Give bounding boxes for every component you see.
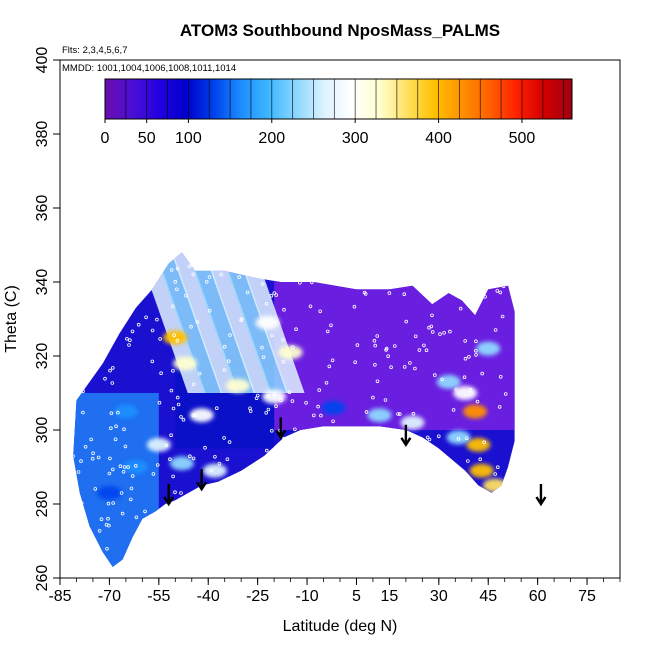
x-axis-label: Latitude (deg N) [283, 618, 398, 635]
y-tick-label: 300 [34, 417, 51, 444]
y-axis: 260 280 300 320 340 360 380 400 [34, 47, 60, 592]
colorbar-tick-label: 0 [101, 130, 110, 147]
y-axis-label: Theta (C) [3, 285, 20, 353]
colorbar: 0 50 100 200 300 400 500 [101, 78, 573, 147]
heatmap-hotspot [262, 389, 287, 404]
heatmap-hotspot [163, 330, 188, 345]
x-tick-label: 30 [430, 588, 448, 605]
down-arrow-icon [196, 469, 208, 492]
colorbar-tick-label: 100 [175, 130, 202, 147]
x-tick-label: 75 [578, 588, 596, 605]
heatmap-hotspot [97, 485, 122, 500]
heatmap-hotspot [463, 404, 488, 419]
x-tick-label: 45 [479, 588, 497, 605]
heatmap-hotspot [482, 478, 507, 493]
colorbar-gradient [104, 78, 573, 120]
colorbar-tick-label: 400 [425, 130, 452, 147]
x-tick-label: -55 [147, 588, 170, 605]
heatmap-lightblue-region [73, 393, 159, 567]
heatmap-hotspot [146, 437, 171, 452]
down-arrow-icon [163, 484, 175, 507]
colorbar-tick-label: 200 [258, 130, 285, 147]
flights-note: Flts: 2,3,4,5,6,7 [62, 45, 127, 56]
down-arrow-icon [275, 417, 287, 440]
heatmap-hotspot [476, 341, 501, 356]
y-tick-label: 360 [34, 195, 51, 222]
heatmap-hotspot [321, 400, 346, 415]
heatmap-hotspot [113, 404, 138, 419]
x-tick-label: -25 [246, 588, 269, 605]
y-tick-label: 320 [34, 343, 51, 370]
heatmap-hotspot [400, 415, 425, 430]
y-tick-label: 260 [34, 565, 51, 592]
heatmap-hotspot [255, 315, 280, 330]
heatmap-hotspot [367, 408, 392, 423]
down-arrow-icon [400, 424, 412, 448]
chart-title: ATOM3 Southbound NposMass_PALMS [180, 21, 500, 40]
heatmap-hotspot [189, 408, 214, 423]
heatmap-hotspot [278, 345, 303, 360]
colorbar-tick-label: 500 [509, 130, 536, 147]
heatmap-hotspot [202, 463, 227, 478]
colorbar-tick-label: 300 [342, 130, 369, 147]
x-tick-label: -70 [98, 588, 121, 605]
y-tick-label: 340 [34, 269, 51, 296]
x-tick-label: 15 [381, 588, 399, 605]
heatmap-hotspot [453, 386, 478, 400]
dates-note: MMDD: 1001,1004,1006,1008,1011,1014 [62, 63, 236, 74]
heatmap-hotspot [169, 456, 194, 471]
y-tick-label: 280 [34, 491, 51, 518]
x-tick-label: 60 [529, 588, 547, 605]
x-axis: -85 -70 -55 -40 -25 -10 5 15 30 45 60 75 [48, 578, 621, 605]
heatmap-hotspots [97, 315, 507, 500]
x-tick-label: -85 [48, 588, 71, 605]
heatmap-hotspot [469, 463, 494, 478]
tropopause-markers [163, 417, 547, 507]
heatmap-hotspot [466, 437, 491, 452]
y-tick-label: 380 [34, 121, 51, 148]
heatmap-hotspot [173, 356, 198, 371]
x-tick-label: -10 [295, 588, 318, 605]
y-tick-label: 400 [34, 47, 51, 74]
heatmap-hotspot [225, 378, 250, 393]
colorbar-tick-label: 50 [138, 130, 156, 147]
x-tick-label: -40 [197, 588, 220, 605]
x-tick-label: 5 [352, 588, 361, 605]
down-arrow-icon [535, 484, 547, 507]
heatmap-hotspot [436, 374, 461, 389]
